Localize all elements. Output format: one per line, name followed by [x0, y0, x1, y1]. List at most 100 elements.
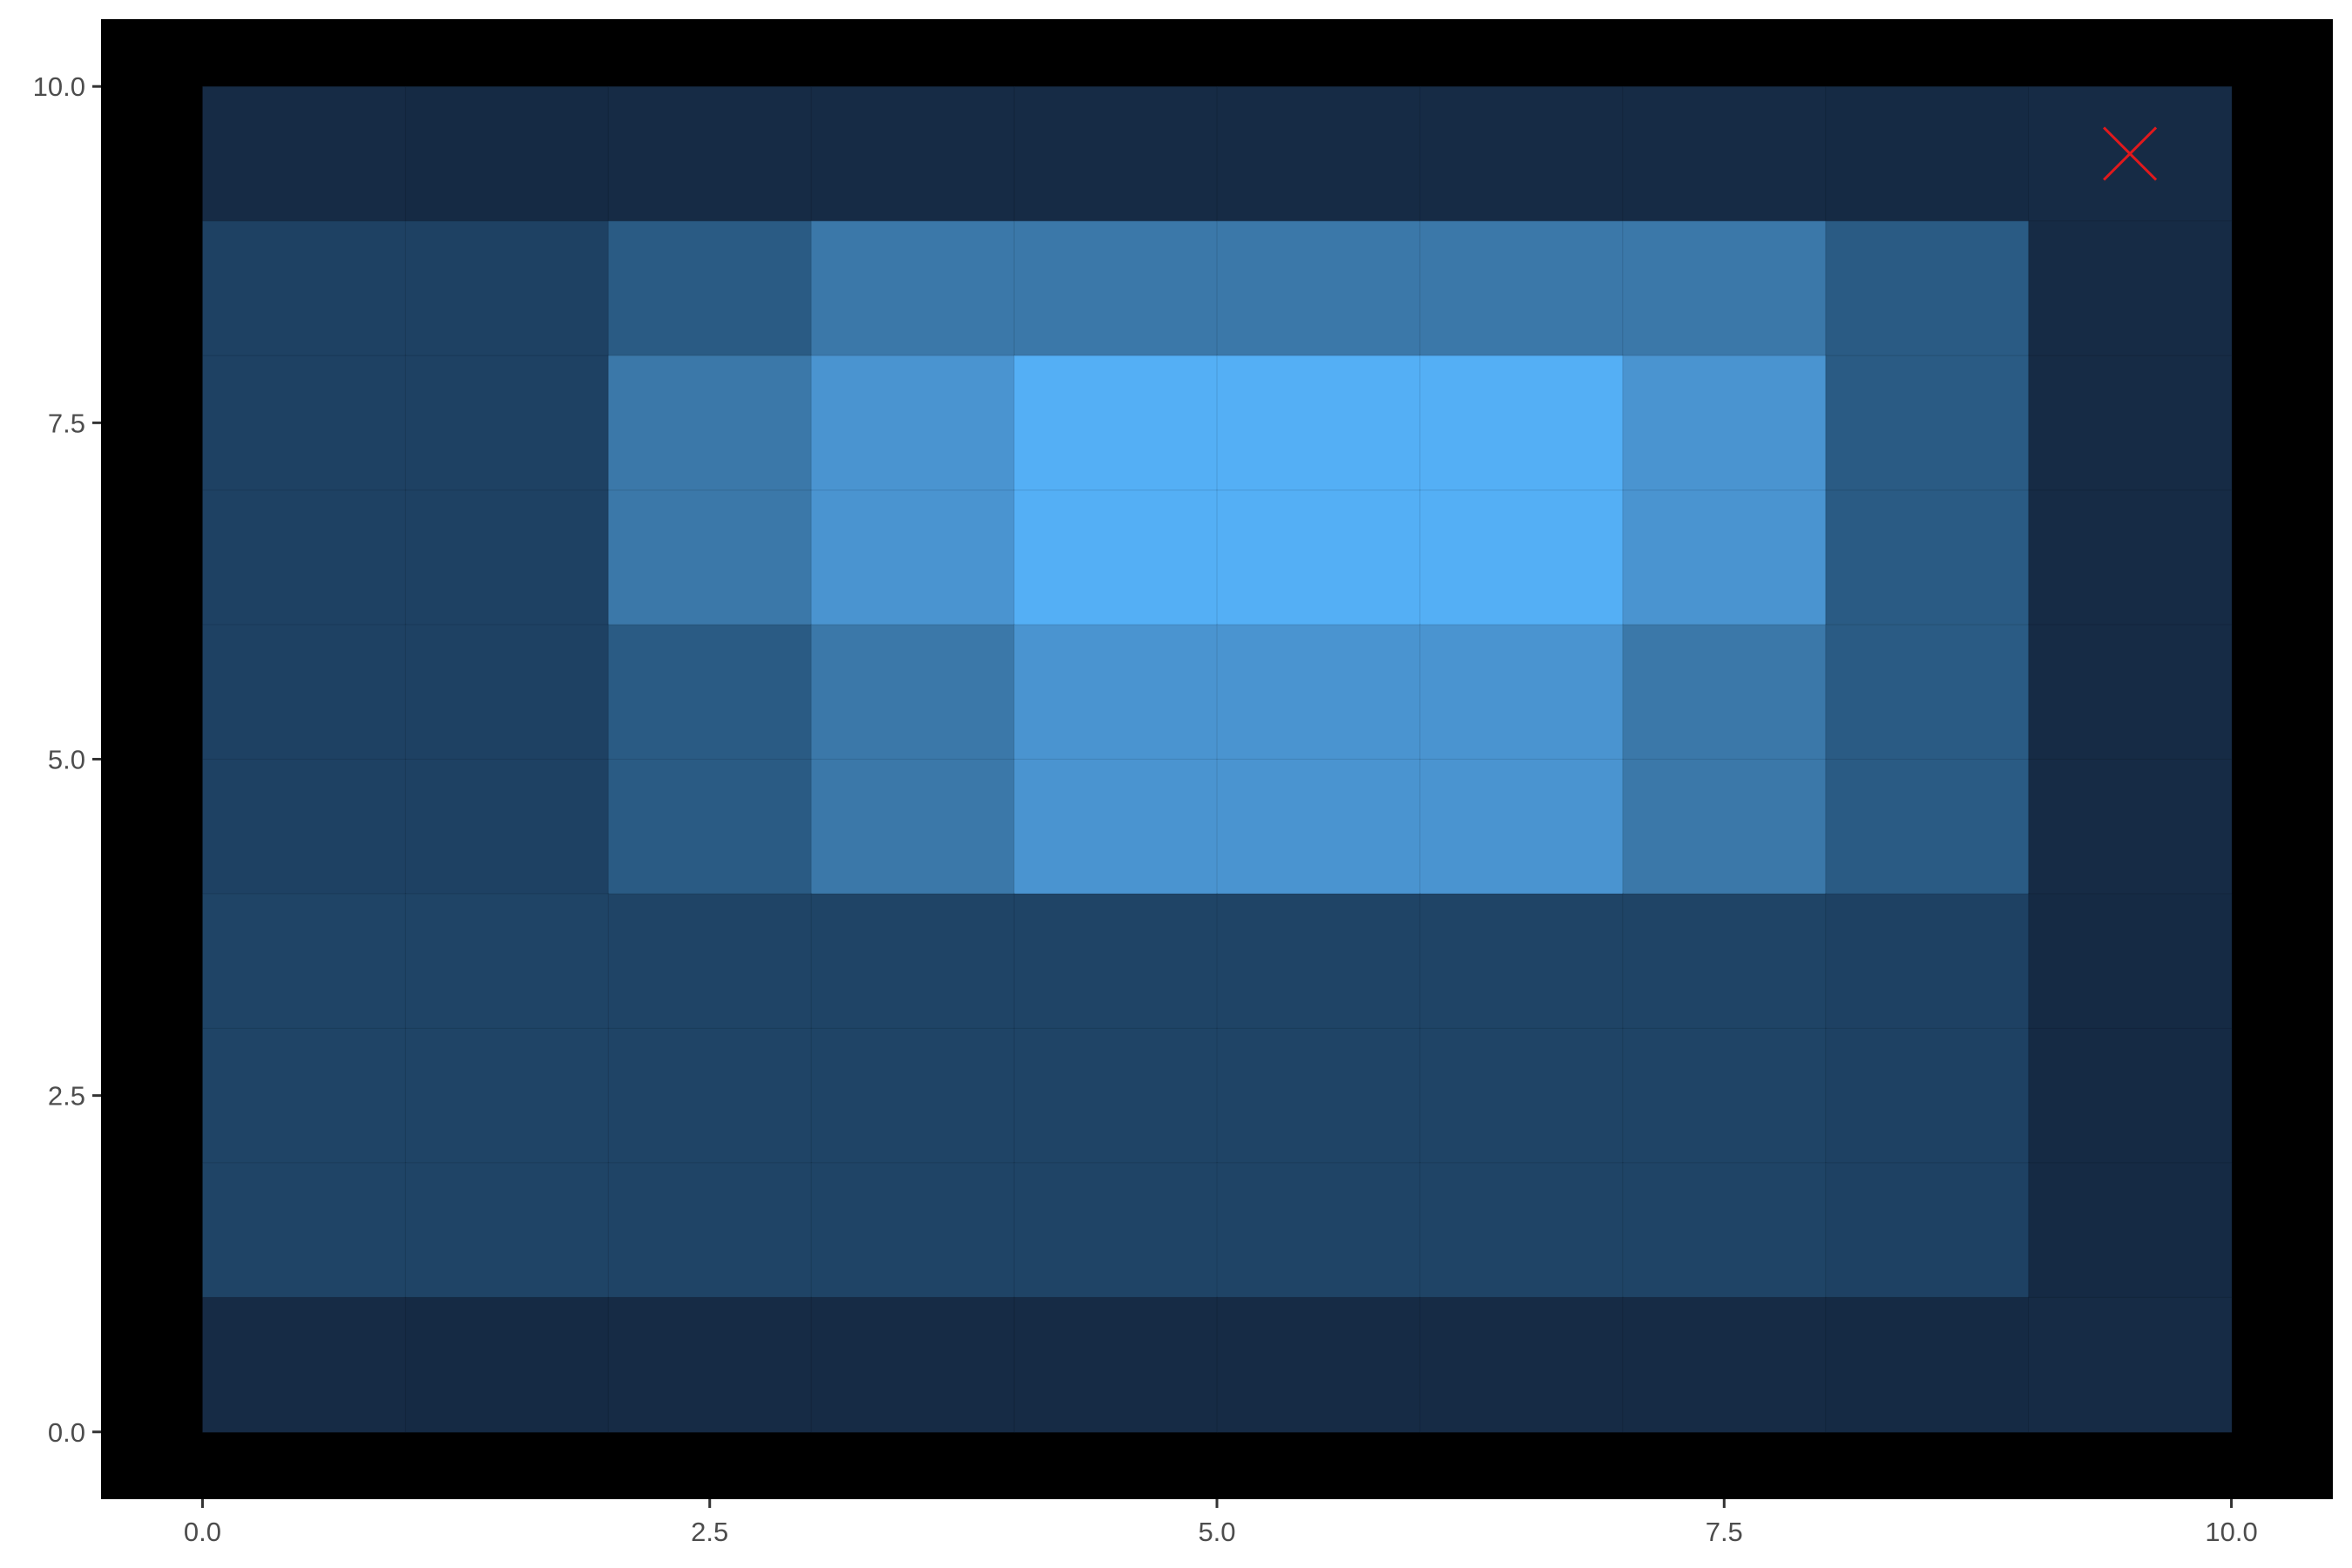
heatmap-cell	[607, 1027, 813, 1164]
heatmap-cell	[1216, 355, 1422, 491]
heatmap-cell	[607, 893, 813, 1030]
heatmap-cell	[1825, 490, 2030, 626]
heatmap-cell	[1216, 1027, 1422, 1164]
heatmap-cell	[607, 85, 813, 222]
heatmap-cell	[1622, 893, 1827, 1030]
y-tick-label: 10.0	[33, 71, 85, 102]
x-tick-label: 2.5	[691, 1517, 728, 1547]
heatmap-cell	[201, 1162, 407, 1299]
heatmap-cell	[1825, 355, 2030, 491]
heatmap-cell	[404, 893, 610, 1030]
x-axis: 0.0 2.5 5.0 7.5 10.0	[184, 1499, 2258, 1547]
x-tick-label: 5.0	[1198, 1517, 1235, 1547]
heatmap-cell	[201, 624, 407, 760]
heatmap-cell	[1825, 759, 2030, 896]
heatmap-cell	[201, 220, 407, 357]
heatmap-cell	[1419, 355, 1624, 491]
heatmap-cell	[2028, 355, 2233, 491]
marker-layer	[2103, 126, 2158, 181]
heatmap-cell	[810, 893, 1016, 1030]
heatmap-cell	[810, 1162, 1016, 1299]
heatmap-cell	[607, 220, 813, 357]
heatmap-cell	[1825, 624, 2030, 760]
heatmap-cell	[607, 624, 813, 760]
heatmap-cell	[810, 490, 1016, 626]
heatmap-cell	[1419, 624, 1624, 760]
heatmap-cell	[1013, 1296, 1219, 1433]
heatmap-cell	[1216, 1296, 1422, 1433]
heatmap-cell	[1419, 759, 1624, 896]
heatmap-cell	[1013, 355, 1219, 491]
heatmap-cell	[1622, 1027, 1827, 1164]
heatmap-cell	[2028, 220, 2233, 357]
heatmap-cell	[404, 220, 610, 357]
heatmap-cell	[1622, 1162, 1827, 1299]
heatmap-cell	[201, 893, 407, 1030]
heatmap-cell	[2028, 1162, 2233, 1299]
heatmap-cell	[810, 1296, 1016, 1433]
heatmap-cell	[1216, 85, 1422, 222]
heatmap-cell	[201, 1296, 407, 1433]
heatmap-cell	[201, 1027, 407, 1164]
heatmap-cell	[1825, 893, 2030, 1030]
heatmap-cell	[2028, 624, 2233, 760]
heatmap-cell	[2028, 759, 2233, 896]
heatmap-cell	[1622, 355, 1827, 491]
heatmap-cell	[404, 1027, 610, 1164]
heatmap-cell	[404, 624, 610, 760]
heatmap-cell	[607, 490, 813, 626]
heatmap-cell	[1216, 1162, 1422, 1299]
heatmap-cell	[810, 85, 1016, 222]
heatmap-cell	[404, 85, 610, 222]
heatmap-cell	[1419, 893, 1624, 1030]
heatmap-cell	[1622, 759, 1827, 896]
heatmap-cell	[1216, 759, 1422, 896]
x-tick-label: 0.0	[184, 1517, 221, 1547]
heatmap-cell	[1622, 1296, 1827, 1433]
heatmap-cells	[201, 85, 2233, 1433]
heatmap-cell	[1622, 85, 1827, 222]
heatmap-cell	[404, 1296, 610, 1433]
heatmap-cell	[201, 759, 407, 896]
heatmap-cell	[810, 355, 1016, 491]
heatmap-cell	[1216, 220, 1422, 357]
heatmap-cell	[1622, 490, 1827, 626]
y-tick-label: 5.0	[48, 745, 85, 775]
heatmap-cell	[1216, 624, 1422, 760]
heatmap-cell	[1419, 490, 1624, 626]
heatmap-cell	[1622, 220, 1827, 357]
heatmap-cell	[810, 624, 1016, 760]
y-tick-label: 2.5	[48, 1081, 85, 1112]
heatmap-cell	[1825, 1162, 2030, 1299]
heatmap-cell	[1216, 893, 1422, 1030]
heatmap-cell	[1013, 490, 1219, 626]
heatmap-cell	[810, 220, 1016, 357]
y-axis: 0.0 2.5 5.0 7.5 10.0	[33, 71, 101, 1448]
heatmap-cell	[1419, 1027, 1624, 1164]
heatmap-cell	[1825, 85, 2030, 222]
heatmap-cell	[2028, 1027, 2233, 1164]
heatmap-cell	[1419, 1296, 1624, 1433]
heatmap-cell	[1419, 220, 1624, 357]
heatmap-cell	[1013, 85, 1219, 222]
heatmap-cell	[810, 759, 1016, 896]
heatmap-cell	[2028, 893, 2233, 1030]
heatmap-cell	[607, 1296, 813, 1433]
heatmap-cell	[1013, 624, 1219, 760]
heatmap-cell	[1013, 1027, 1219, 1164]
heatmap-cell	[607, 1162, 813, 1299]
heatmap-cell	[2028, 490, 2233, 626]
heatmap-cell	[607, 759, 813, 896]
heatmap-cell	[2028, 1296, 2233, 1433]
heatmap-cell	[201, 355, 407, 491]
heatmap-cell	[404, 355, 610, 491]
x-marker	[2103, 126, 2158, 181]
heatmap-cell	[1216, 490, 1422, 626]
heatmap-cell	[404, 759, 610, 896]
heatmap-cell	[1419, 85, 1624, 222]
heatmap-cell	[1825, 220, 2030, 357]
heatmap-cell	[1825, 1027, 2030, 1164]
heatmap-cell	[1013, 1162, 1219, 1299]
heatmap-cell	[1013, 759, 1219, 896]
